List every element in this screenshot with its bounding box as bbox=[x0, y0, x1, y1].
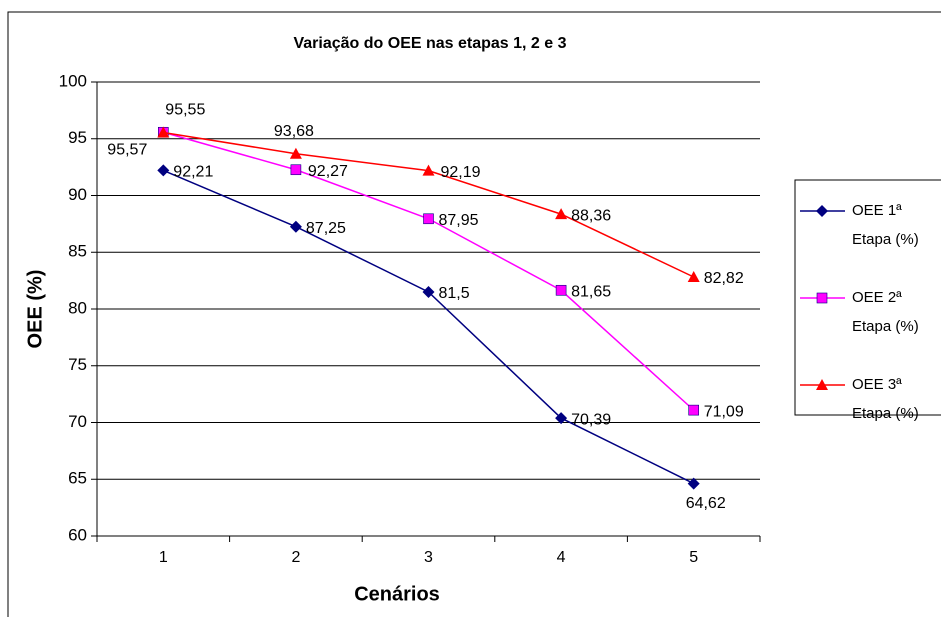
point bbox=[555, 412, 568, 425]
value-label: 95,57 bbox=[107, 141, 147, 158]
value-label: 93,68 bbox=[274, 123, 314, 140]
legend-label: OEE 1ª Etapa (%) bbox=[852, 202, 919, 248]
x-tick-label: 5 bbox=[689, 549, 698, 566]
y-tick-label: 80 bbox=[68, 298, 87, 317]
value-label: 88,36 bbox=[571, 207, 611, 224]
point bbox=[157, 164, 170, 177]
value-label: 81,5 bbox=[439, 285, 470, 302]
value-label: 82,82 bbox=[704, 270, 744, 287]
point bbox=[423, 213, 434, 225]
legend-item: OEE 3ª Etapa (%) bbox=[852, 376, 919, 422]
chart-frame bbox=[7, 11, 941, 617]
point bbox=[687, 270, 700, 282]
y-tick-label: 70 bbox=[68, 412, 87, 431]
point bbox=[688, 404, 700, 416]
point bbox=[290, 164, 302, 176]
x-tick-label: 3 bbox=[424, 549, 433, 566]
point bbox=[157, 126, 170, 138]
y-tick-label: 85 bbox=[68, 242, 87, 261]
y-tick-label: 65 bbox=[68, 469, 87, 488]
legend-label: OEE 2ª Etapa (%) bbox=[852, 289, 919, 335]
point bbox=[422, 164, 435, 176]
chart-title: Variação do OEE nas etapas 1, 2 e 3 bbox=[293, 35, 566, 52]
value-label: 92,27 bbox=[308, 163, 348, 180]
point bbox=[555, 208, 568, 220]
x-axis-label: Cenários bbox=[354, 583, 440, 605]
value-label: 81,65 bbox=[571, 283, 611, 300]
value-label: 87,25 bbox=[306, 220, 346, 237]
point bbox=[289, 220, 302, 233]
y-tick-label: 60 bbox=[68, 525, 87, 544]
y-tick-label: 90 bbox=[68, 185, 87, 204]
y-tick-label: 95 bbox=[68, 128, 87, 147]
point bbox=[555, 284, 567, 296]
value-label: 92,21 bbox=[173, 164, 213, 181]
value-label: 70,39 bbox=[571, 411, 611, 428]
legend-item: OEE 2ª Etapa (%) bbox=[852, 289, 919, 335]
legend-marker bbox=[816, 205, 828, 217]
legend-marker bbox=[816, 292, 828, 304]
value-label: 95,55 bbox=[165, 102, 205, 119]
y-tick-label: 75 bbox=[68, 355, 87, 374]
value-label: 64,62 bbox=[686, 495, 726, 512]
value-label: 87,95 bbox=[439, 212, 479, 229]
legend-label: OEE 3ª Etapa (%) bbox=[852, 376, 919, 422]
x-tick-label: 4 bbox=[557, 549, 566, 566]
x-tick-label: 1 bbox=[159, 549, 168, 566]
legend-item: OEE 1ª Etapa (%) bbox=[852, 202, 919, 248]
legend-marker bbox=[816, 379, 828, 390]
point bbox=[289, 147, 302, 159]
point bbox=[422, 285, 435, 298]
value-label: 92,19 bbox=[441, 164, 481, 181]
y-axis-label: OEE (%) bbox=[24, 270, 46, 349]
value-label: 71,09 bbox=[704, 403, 744, 420]
point bbox=[687, 477, 700, 490]
y-tick-label: 100 bbox=[59, 71, 87, 90]
x-tick-label: 2 bbox=[291, 549, 300, 566]
